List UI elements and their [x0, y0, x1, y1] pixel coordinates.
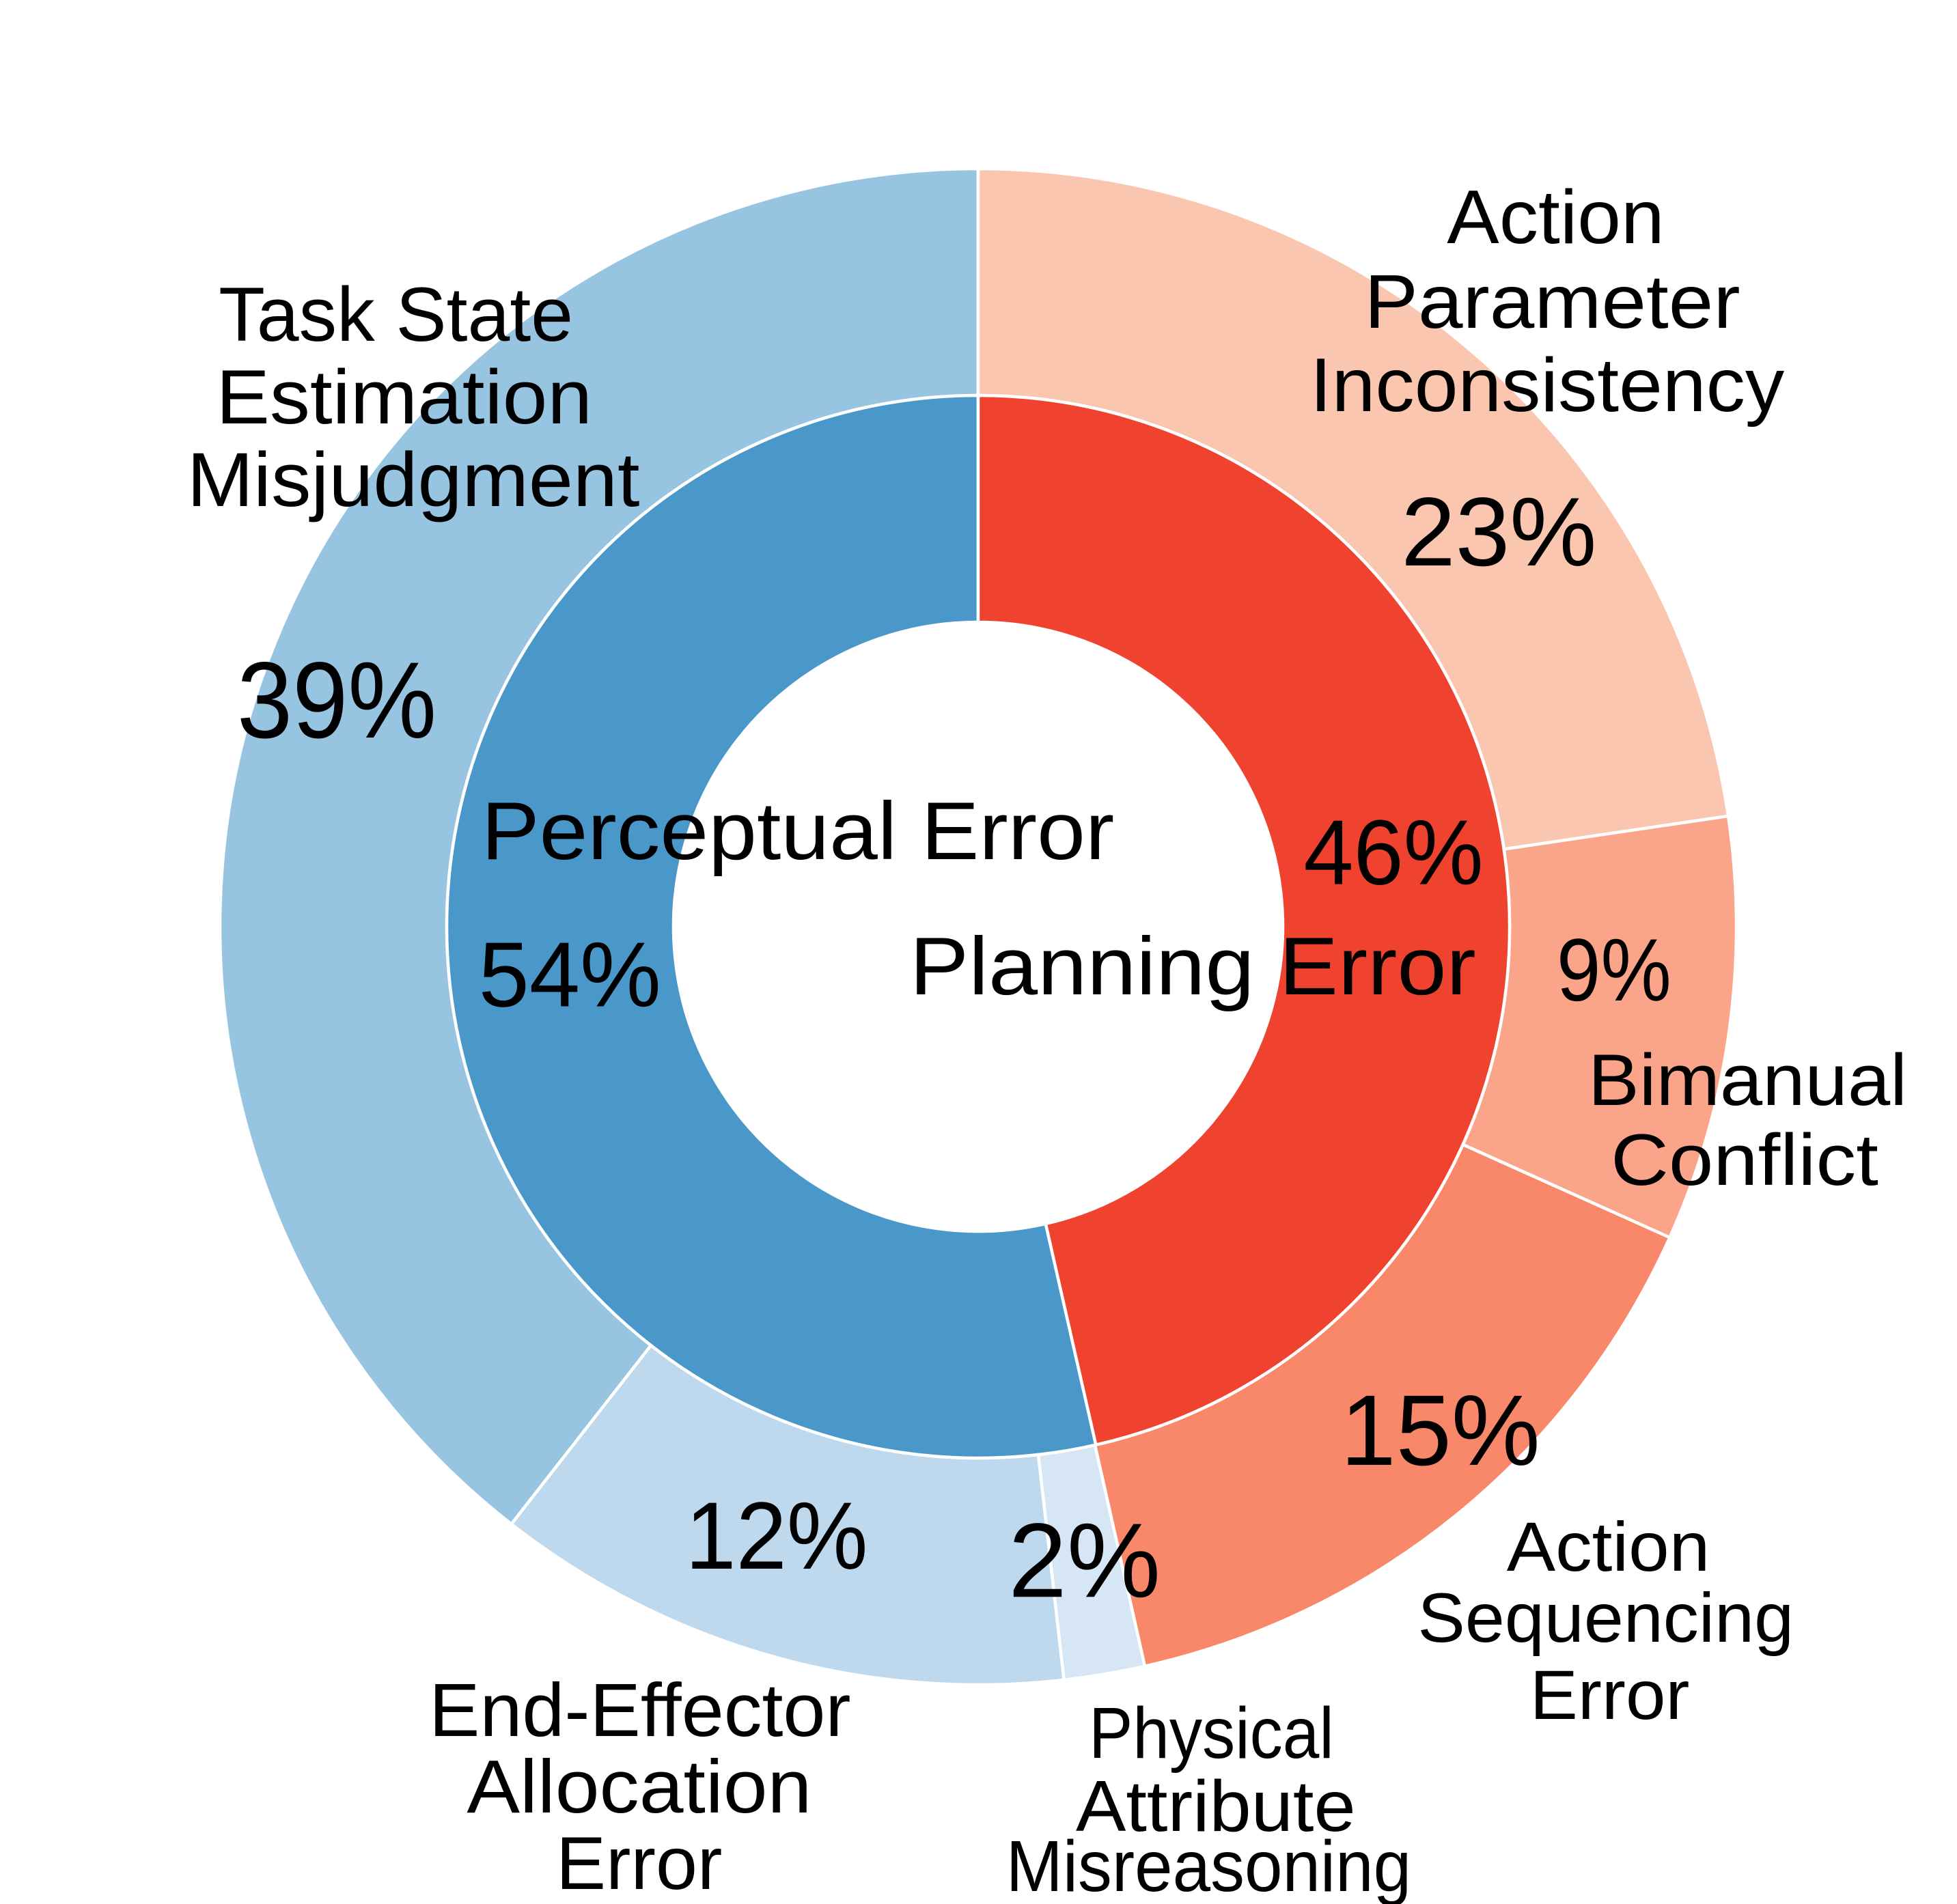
svg-text:Conflict: Conflict: [1611, 1119, 1878, 1201]
svg-text:Estimation: Estimation: [216, 355, 592, 440]
svg-text:Task State: Task State: [219, 272, 573, 357]
svg-text:23%: 23%: [1401, 478, 1596, 587]
svg-text:Action: Action: [1507, 1508, 1710, 1586]
svg-text:Physical: Physical: [1089, 1693, 1334, 1774]
svg-text:Attribute: Attribute: [1076, 1765, 1356, 1847]
svg-text:Misreasoning: Misreasoning: [1006, 1825, 1411, 1904]
svg-text:End-Effector: End-Effector: [429, 1669, 850, 1752]
svg-text:Planning Error: Planning Error: [910, 921, 1476, 1012]
svg-text:Allocation: Allocation: [467, 1745, 811, 1829]
svg-text:Action: Action: [1447, 175, 1664, 260]
svg-text:Parameter: Parameter: [1364, 260, 1740, 344]
svg-text:9%: 9%: [1557, 921, 1671, 1020]
svg-text:Inconsistency: Inconsistency: [1310, 343, 1785, 428]
svg-text:Error: Error: [1530, 1655, 1690, 1733]
svg-text:Perceptual Error: Perceptual Error: [482, 785, 1115, 877]
svg-text:2%: 2%: [1008, 1501, 1161, 1619]
svg-text:Misjudgment: Misjudgment: [187, 437, 640, 522]
svg-text:Error: Error: [556, 1822, 722, 1904]
svg-text:46%: 46%: [1303, 801, 1483, 904]
svg-text:39%: 39%: [237, 640, 436, 761]
svg-text:15%: 15%: [1340, 1375, 1540, 1487]
svg-text:12%: 12%: [685, 1482, 868, 1589]
svg-text:Sequencing: Sequencing: [1417, 1579, 1794, 1657]
svg-text:Bimanual: Bimanual: [1588, 1039, 1907, 1121]
svg-text:54%: 54%: [479, 923, 661, 1026]
